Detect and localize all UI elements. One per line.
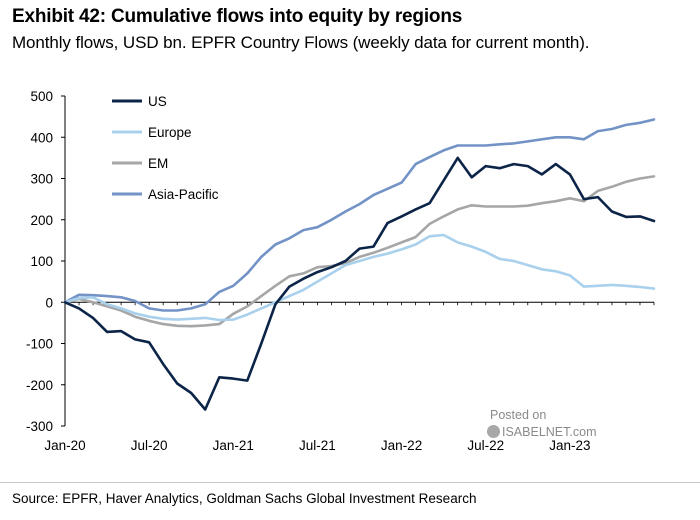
y-tick-label: -300 (26, 419, 53, 434)
y-tick-label: -200 (26, 378, 53, 393)
y-tick-label: 0 (45, 295, 53, 310)
legend-label-europe: Europe (148, 125, 192, 140)
x-tick-label: Jan-21 (213, 438, 254, 453)
y-tick-label: 400 (30, 130, 53, 145)
watermark: Posted on ISABELNET.com (487, 408, 596, 439)
footer-divider (0, 482, 700, 483)
x-tick-label: Jan-22 (381, 438, 422, 453)
x-tick-label: Jul-21 (299, 438, 336, 453)
y-tick-label: 200 (30, 213, 53, 228)
series-line-asia-pacific (63, 118, 656, 312)
legend-label-asia-pacific: Asia-Pacific (148, 187, 219, 202)
watermark-brand-text: ISABELNET.com (502, 425, 597, 439)
series-line-em (63, 175, 656, 328)
y-tick-label: 100 (30, 254, 53, 269)
y-tick-label: 300 (30, 172, 53, 187)
x-tick-label: Jul-22 (467, 438, 504, 453)
chart-series (63, 118, 656, 411)
isabelnet-logo-icon (487, 425, 500, 438)
x-tick-label: Jul-20 (131, 438, 168, 453)
series-line-us (63, 156, 656, 411)
page-subtitle: Monthly flows, USD bn. EPFR Country Flow… (12, 33, 590, 52)
x-tick-label: Jan-20 (44, 438, 85, 453)
y-tick-label: 500 (30, 89, 53, 104)
x-tick-label: Jan-23 (549, 438, 590, 453)
source-note: Source: EPFR, Haver Analytics, Goldman S… (12, 491, 477, 506)
legend-label-em: EM (148, 156, 168, 171)
watermark-posted-label: Posted on (490, 408, 547, 422)
chart-legend: US Europe EM Asia-Pacific (112, 94, 219, 202)
watermark-brand: ISABELNET.com (487, 425, 596, 439)
legend-label-us: US (148, 94, 167, 109)
page-title: Exhibit 42: Cumulative flows into equity… (12, 6, 463, 27)
line-chart: -300 -200 -100 0 100 200 300 400 500 Jan-20 Jul-20… (26, 89, 656, 453)
y-tick-label: -100 (26, 337, 53, 352)
series-line-europe (63, 233, 656, 322)
chart-axes: -300 -200 -100 0 100 200 300 400 500 Jan-20 Jul-20… (26, 89, 655, 453)
